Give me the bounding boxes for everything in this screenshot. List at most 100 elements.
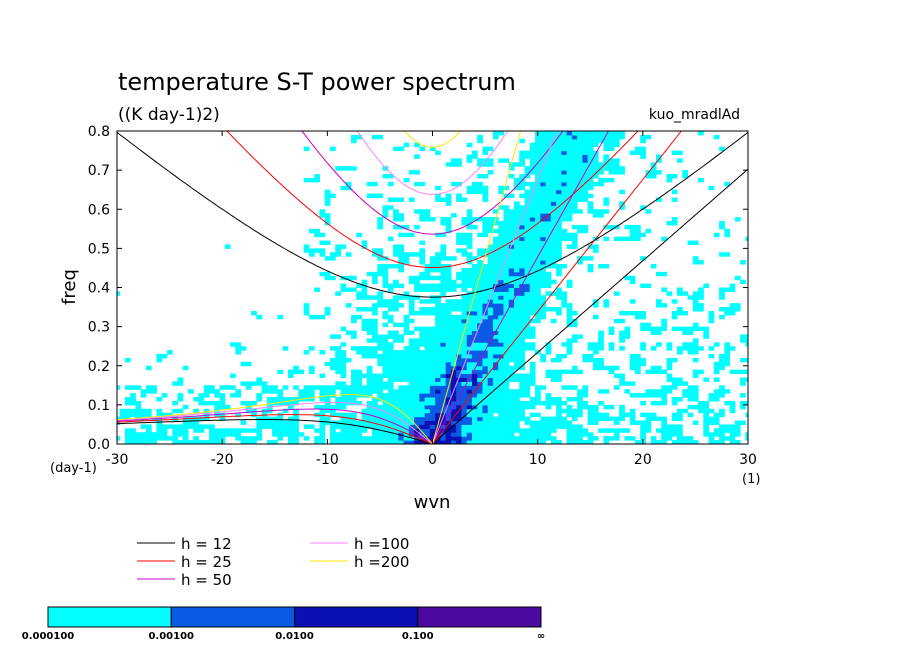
heatmap-cell — [461, 318, 468, 324]
heatmap-cell — [634, 146, 646, 152]
heatmap-cell — [682, 342, 699, 347]
heatmap-cell — [540, 236, 547, 242]
heatmap-cell — [466, 412, 494, 418]
heatmap-cell — [713, 377, 720, 382]
heatmap-cell — [466, 334, 494, 339]
heatmap-cell — [687, 350, 699, 355]
heatmap-cell — [561, 181, 568, 187]
heatmap-cell — [450, 440, 457, 444]
heatmap-cell — [514, 205, 578, 210]
heatmap-cell — [482, 307, 489, 312]
heatmap-cell — [466, 256, 478, 261]
heatmap-cell — [492, 322, 531, 328]
heatmap-cell — [256, 397, 263, 402]
heatmap-cell — [456, 381, 462, 386]
kelvin-curve — [432, 131, 522, 444]
heatmap-cell — [640, 154, 646, 159]
heatmap-cell — [419, 248, 426, 253]
kelvin-curve — [432, 131, 683, 444]
heatmap-cell — [393, 217, 405, 222]
heatmap-cell — [340, 275, 357, 281]
heatmap-cell — [492, 299, 510, 304]
heatmap-cell — [450, 181, 462, 187]
heatmap-cell — [566, 307, 573, 312]
heatmap-cell — [503, 217, 531, 222]
heatmap-cell — [345, 330, 357, 335]
heatmap-cell — [529, 412, 541, 418]
heatmap-cell — [671, 381, 689, 386]
heatmap-cell — [519, 381, 536, 386]
heatmap-cell — [372, 134, 384, 140]
heatmap-cell — [640, 428, 652, 433]
heatmap-cell — [240, 361, 252, 367]
heatmap-cell — [719, 146, 725, 152]
heatmap-cell — [666, 342, 673, 347]
heatmap-cell — [287, 373, 294, 378]
heatmap-cell — [461, 416, 473, 422]
heatmap-cell — [456, 440, 462, 444]
heatmap-cell — [235, 436, 263, 441]
heatmap-cell — [582, 385, 589, 390]
heatmap-cell — [450, 432, 462, 437]
heatmap-cell — [719, 385, 725, 390]
heatmap-cell — [629, 361, 646, 367]
heatmap-cell — [182, 420, 200, 425]
heatmap-cell — [382, 365, 447, 371]
heatmap-cell — [566, 131, 573, 136]
heatmap-cell — [287, 436, 299, 441]
colorbar: 0.000100 0.00100 0.0100 0.100 ∞ — [22, 606, 545, 642]
heatmap-cell — [419, 260, 426, 265]
heatmap-cell — [198, 393, 210, 398]
heatmap-cell — [303, 307, 310, 312]
heatmap-cell — [466, 260, 473, 265]
heatmap-cell — [461, 295, 499, 300]
heatmap-cell — [713, 369, 720, 375]
heatmap-cell — [345, 181, 352, 187]
heatmap-cell — [445, 361, 452, 367]
y-tick-label: 0.2 — [88, 359, 110, 375]
heatmap-cell — [340, 393, 373, 398]
heatmap-cell — [692, 322, 699, 328]
heatmap-cell — [503, 193, 515, 199]
heatmap-cell — [508, 271, 526, 277]
run-label: kuo_mradlAd — [649, 107, 740, 123]
heatmap-cell — [408, 299, 415, 304]
heatmap-cell — [224, 244, 231, 249]
heatmap-cell — [335, 381, 347, 386]
heatmap-cell — [492, 354, 504, 359]
heatmap-cell — [156, 424, 215, 429]
heatmap-cell — [545, 373, 562, 378]
heatmap-cell — [492, 318, 541, 324]
heatmap-cell — [487, 369, 515, 375]
heatmap-cell — [445, 228, 452, 234]
heatmap-cell — [298, 389, 315, 394]
heatmap-cell — [450, 377, 468, 382]
heatmap-cell — [361, 322, 378, 328]
heatmap-cell — [587, 158, 599, 163]
heatmap-cell — [682, 393, 699, 398]
heatmap-cell — [466, 213, 473, 218]
heatmap-cell — [529, 369, 536, 375]
heatmap-cell — [156, 354, 168, 359]
heatmap-cell — [640, 283, 652, 288]
heatmap-cell — [235, 412, 242, 418]
heatmap-cell — [503, 213, 541, 218]
heatmap-cell — [403, 330, 415, 335]
heatmap-cell — [582, 154, 589, 159]
heatmap-cell — [703, 334, 710, 339]
heatmap-cell — [219, 416, 226, 422]
heatmap-cell — [329, 252, 341, 257]
heatmap-cell — [387, 181, 394, 187]
heatmap-cell — [471, 369, 489, 375]
heatmap-cell — [350, 334, 357, 339]
heatmap-cell — [377, 299, 399, 304]
y-tick-label: 0.6 — [88, 202, 110, 218]
heatmap-cell — [487, 260, 541, 265]
heatmap-cell — [166, 350, 173, 355]
heatmap-cell — [471, 287, 494, 292]
legend-label: h = 25 — [181, 553, 232, 571]
heatmap-cell — [456, 373, 473, 378]
heatmap-cell — [561, 342, 573, 347]
heatmap-cell — [529, 185, 594, 191]
heatmap-cell — [340, 389, 384, 394]
